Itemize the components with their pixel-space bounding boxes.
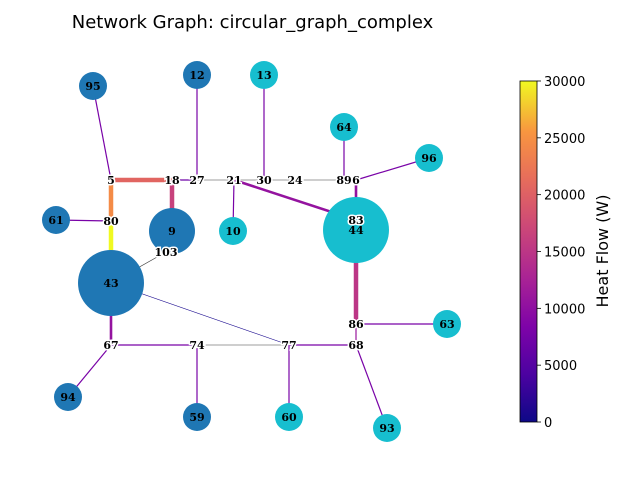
node-circle [373, 414, 401, 442]
node-label: 103 [155, 246, 178, 259]
colorbar-tick-label: 10000 [544, 302, 585, 317]
node-label: 43 [103, 277, 118, 290]
node-circle [415, 144, 443, 172]
node-10[interactable]: 10 [219, 217, 247, 245]
node-label: 59 [189, 411, 204, 424]
node-83[interactable]: 83 [347, 213, 365, 229]
node-label: 61 [48, 214, 63, 227]
colorbar-tick-label: 30000 [544, 75, 585, 90]
node-95[interactable]: 95 [79, 72, 107, 100]
node-label: 9 [168, 225, 176, 238]
node-5[interactable]: 5 [106, 173, 117, 189]
node-label: 13 [256, 69, 271, 82]
node-circle [78, 250, 144, 316]
node-circle [54, 383, 82, 411]
node-61[interactable]: 61 [42, 206, 70, 234]
node-80[interactable]: 80 [102, 214, 121, 230]
node-label: 80 [103, 215, 119, 228]
node-89[interactable]: 89 [335, 173, 353, 189]
node-circle [330, 113, 358, 141]
colorbar: 0 5000 10000 15000 20000 25000 30000 Heat Flow… [519, 75, 612, 431]
node-27[interactable]: 27 [188, 173, 206, 189]
node-67[interactable]: 67 [102, 338, 120, 354]
node-circle [149, 208, 195, 254]
node-label: 93 [379, 422, 394, 435]
node-label: 12 [189, 69, 204, 82]
colorbar-tick-label: 0 [544, 416, 552, 431]
node-label: 60 [281, 411, 297, 424]
node-label: 27 [189, 174, 204, 187]
node-93[interactable]: 93 [373, 414, 401, 442]
node-44[interactable]: 44 [323, 197, 389, 263]
node-68[interactable]: 68 [347, 338, 366, 354]
colorbar-tick-label: 25000 [544, 132, 585, 147]
node-63[interactable]: 63 [433, 310, 461, 338]
nodes-layer: 95 12 13 64 96 61 9 10 44 43 63 94 59 60 93 5 18 27 21 30 24… [42, 61, 461, 442]
node-24[interactable]: 24 [286, 173, 305, 189]
node-43[interactable]: 43 [78, 250, 144, 316]
node-74[interactable]: 74 [188, 338, 207, 354]
node-label: 44 [348, 224, 364, 237]
node-64[interactable]: 64 [330, 113, 358, 141]
node-13[interactable]: 13 [250, 61, 278, 89]
node-label: 94 [60, 391, 76, 404]
node-label: 95 [85, 80, 100, 93]
node-label: 67 [103, 339, 118, 352]
node-86[interactable]: 86 [347, 317, 366, 333]
node-94[interactable]: 94 [54, 383, 82, 411]
node-96[interactable]: 96 [415, 144, 443, 172]
node-12[interactable]: 12 [183, 61, 211, 89]
colorbar-tick-label: 15000 [544, 246, 585, 261]
node-circle [219, 217, 247, 245]
edge-95-5 [92, 85, 112, 181]
node-label: 63 [439, 318, 454, 331]
node-circle [183, 403, 211, 431]
colorbar-tick-label: 5000 [544, 359, 577, 374]
node-circle [433, 310, 461, 338]
node-circle [250, 61, 278, 89]
node-circle [42, 206, 70, 234]
colorbar-label: Heat Flow (W) [593, 195, 612, 308]
node-label: 24 [287, 174, 303, 187]
node-label: 83 [348, 214, 363, 227]
page-title: Network Graph: circular_graph_complex [71, 12, 434, 33]
node-circle [79, 72, 107, 100]
node-label: 6 [352, 174, 360, 187]
node-label: 21 [226, 174, 241, 187]
colorbar-tick-label: 20000 [544, 189, 585, 204]
node-21[interactable]: 21 [225, 173, 243, 189]
node-circle [275, 403, 303, 431]
node-circle [323, 197, 389, 263]
node-103[interactable]: 103 [153, 245, 179, 261]
node-18[interactable]: 18 [163, 173, 182, 189]
node-label: 86 [348, 318, 364, 331]
node-59[interactable]: 59 [183, 403, 211, 431]
node-label: 30 [256, 174, 272, 187]
node-60[interactable]: 60 [275, 403, 303, 431]
node-6[interactable]: 6 [351, 173, 362, 189]
node-label: 74 [189, 339, 205, 352]
node-circle [183, 61, 211, 89]
node-label: 96 [421, 152, 437, 165]
edge-68-93 [355, 344, 388, 429]
colorbar-gradient [519, 80, 538, 423]
node-77[interactable]: 77 [280, 338, 298, 354]
node-label: 64 [336, 121, 352, 134]
node-9[interactable]: 9 [149, 208, 195, 254]
node-label: 77 [281, 339, 296, 352]
node-label: 18 [164, 174, 180, 187]
node-label: 10 [225, 225, 241, 238]
colorbar-ticks: 0 5000 10000 15000 20000 25000 30000 [537, 75, 585, 431]
node-label: 5 [107, 174, 115, 187]
node-30[interactable]: 30 [255, 173, 274, 189]
node-label: 89 [336, 174, 351, 187]
node-label: 68 [348, 339, 364, 352]
